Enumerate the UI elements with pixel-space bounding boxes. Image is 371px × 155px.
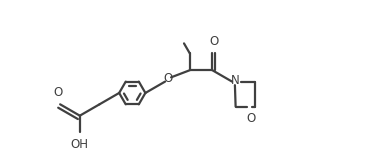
- Text: O: O: [53, 86, 63, 99]
- Text: O: O: [163, 72, 173, 85]
- Text: O: O: [209, 35, 219, 48]
- Text: N: N: [230, 74, 239, 87]
- Text: O: O: [247, 112, 256, 125]
- Text: OH: OH: [71, 138, 89, 151]
